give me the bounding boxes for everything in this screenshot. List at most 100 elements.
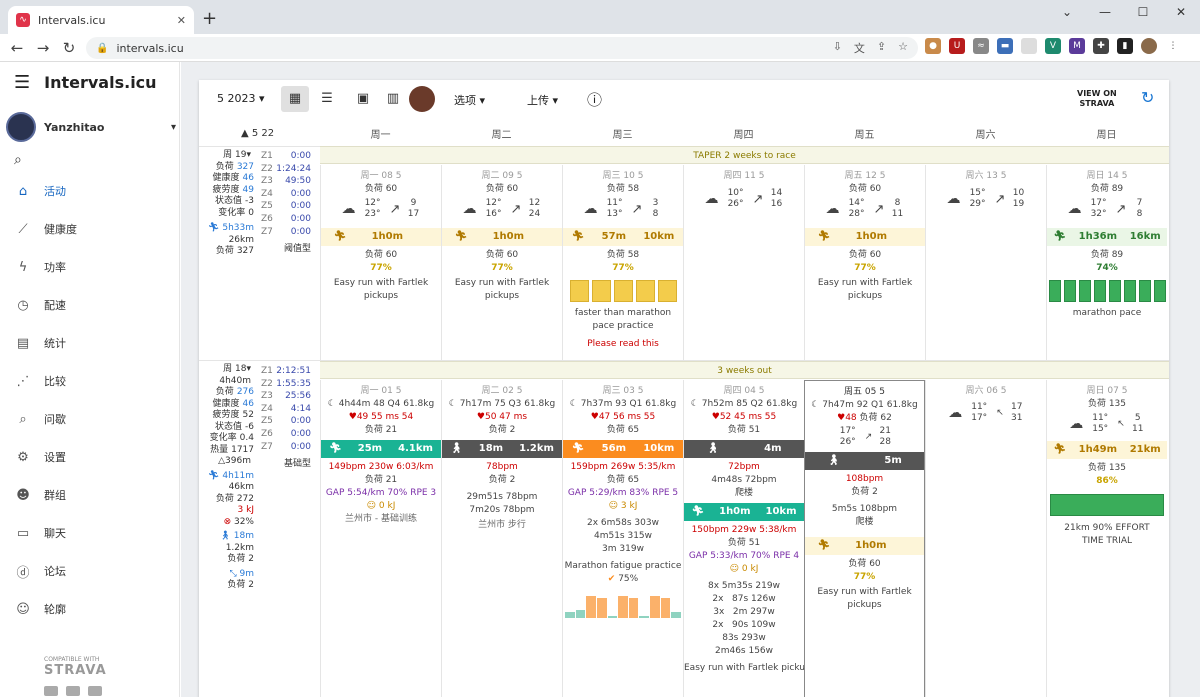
day-cell[interactable]: 周日 14 5 负荷 89 ☁ 17° 32° ↗ 7 8 🏃︎ 1h36m 16km 负荷 89… [1046,165,1167,360]
sidebar-item-9[interactable]: ☻ 群组 [0,476,180,514]
caret-down-icon[interactable]: ▾ [170,121,176,133]
sidepanel-icon[interactable]: ▮ [1117,38,1133,54]
zone-time: 2:12:51 [276,366,311,376]
options-menu[interactable]: 选项 ▾ [454,94,486,107]
extension-m-icon[interactable]: M [1069,38,1085,54]
refresh-icon[interactable]: ↻ [1141,88,1155,107]
sidebar-item-2[interactable]: ⟋ 健康度 [0,210,180,248]
extension-feather-icon[interactable]: ≈ [973,38,989,54]
activity-bar[interactable]: 🚶︎ 4m [684,440,804,458]
extension-v-icon[interactable]: V [1045,38,1061,54]
planned-workout-bar[interactable]: 🏃︎ 1h0m [805,537,924,555]
strava-icon[interactable] [88,686,102,696]
wind-arrow-icon: ↖ [1117,418,1125,429]
day-cell[interactable]: 周三 10 5 负荷 58 ☁ 11° 13° ↗ 3 8 🏃︎ 57m 10km 负荷 58 77… [562,165,683,360]
activity-bar[interactable]: 🚶︎ 5m [805,452,924,470]
sidebar-item-11[interactable]: ⓓ 论坛 [0,552,180,590]
extension-blank-icon[interactable] [1021,38,1037,54]
activity-time: 5m [884,455,902,466]
calendar-add-icon[interactable]: ▣ [356,91,370,106]
sidebar-item-12[interactable]: ☺ 轮廓 [0,590,180,628]
book-icon[interactable]: ▥ [386,91,400,106]
install-icon[interactable]: ⇩ [832,40,842,53]
day-cell[interactable]: 周四 11 5 ☁ 10° 26° ↗ 14 16 [683,165,804,360]
close-tab-icon[interactable]: ✕ [176,13,186,27]
activity-bar[interactable]: 🏃︎ 1h0m 10km [684,503,804,521]
extensions-puzzle-icon[interactable]: ✚ [1093,38,1109,54]
view-on-strava-link[interactable]: VIEW ON STRAVA [1077,89,1117,108]
extension-cookie-icon[interactable]: ● [925,38,941,54]
user-profile[interactable]: Yanzhitao ▾ [6,112,176,142]
extension-car-icon[interactable]: ▬ [997,38,1013,54]
reload-icon[interactable]: ↻ [62,38,76,57]
walk-summary: 🚶︎ 18m [199,531,320,543]
sidebar-item-4[interactable]: ◷ 配速 [0,286,180,324]
month-selector[interactable]: 5 2023 ▾ [217,92,265,105]
activity-stats: 149bpm 230w 6:03/km [328,462,434,472]
planned-workout-bar[interactable]: 🏃︎ 1h0m [442,228,562,246]
sidebar-item-7[interactable]: ⌕ 问歇 [0,400,180,438]
planned-workout-bar[interactable]: 🏃︎ 1h0m [321,228,441,246]
twitter-icon[interactable] [44,686,58,696]
back-icon[interactable]: ← [10,38,24,57]
planned-workout-bar[interactable]: 🏃︎ 1h49m 21km [1047,441,1167,459]
minimize-icon[interactable]: — [1099,5,1111,19]
hamburger-menu-icon[interactable]: ☰ [14,72,31,93]
day-cell[interactable]: 周二 09 5 负荷 60 ☁ 12° 16° ↗ 12 24 🏃︎ 1h0m 负荷 60 77%… [441,165,562,360]
day-cell[interactable]: 周三 03 5 ☾ 7h37m 93 Q1 61.8kg ♥47 56 ms 55 负… [562,380,683,697]
activity-distance: 4.1km [398,443,433,454]
stat-value: -6 [245,421,254,432]
facebook-icon[interactable] [66,686,80,696]
moon-icon: ☾ [448,399,460,409]
sidebar-item-3[interactable]: ϟ 功率 [0,248,180,286]
search-icon[interactable]: ⌕ [14,152,22,168]
forward-icon[interactable]: → [36,38,50,57]
planned-workout-bar[interactable]: 🏃︎ 57m 10km [563,228,683,246]
close-window-icon[interactable]: ✕ [1175,5,1187,19]
interval-line: 83s 293w [722,633,766,643]
browser-tab[interactable]: ∿ Intervals.icu ✕ [8,6,194,34]
browser-menu-icon[interactable]: ⋮ [1165,38,1181,54]
grid-view-icon[interactable]: ▦ [281,86,309,112]
workout-note[interactable]: Please read this [587,339,659,349]
browser-toolbar: ← → ↻ 🔒 intervals.icu ⇩ 文 ⇪ ☆ ● U ≈ ▬ V … [0,34,1200,62]
address-bar[interactable]: 🔒 intervals.icu ⇩ 文 ⇪ ☆ [86,37,918,59]
zone-label: Z1 [261,151,273,161]
share-icon[interactable]: ⇪ [876,40,887,53]
other-load: 负荷 2 [227,580,254,590]
activity-bar[interactable]: 🏃︎ 25m 4.1km [321,440,441,458]
list-view-icon[interactable]: ☰ [321,91,333,106]
day-cell[interactable]: 周四 04 5 ☾ 7h52m 85 Q2 61.8kg ♥52 45 ms 55 负… [683,380,804,697]
sidebar-item-10[interactable]: ▭ 聊天 [0,514,180,552]
day-cell[interactable]: 周一 08 5 负荷 60 ☁ 12° 23° ↗ 9 17 🏃︎ 1h0m 负荷 60 77% E… [320,165,441,360]
sidebar-item-1[interactable]: ⌂ 活动 [0,172,180,210]
translate-icon[interactable]: 文 [853,42,865,55]
sidebar-item-6[interactable]: ⋰ 比较 [0,362,180,400]
day-cell[interactable]: 周六 13 5 ☁ 15° 29° ↗ 10 19 [925,165,1046,360]
planned-workout-bar[interactable]: 🏃︎ 1h36m 16km [1047,228,1167,246]
activity-bar[interactable]: 🚶︎ 18m 1.2km [442,440,562,458]
activity-stats: 72bpm [728,462,760,472]
chevron-down-icon[interactable]: ⌄ [1061,5,1073,19]
day-cell[interactable]: 周一 01 5 ☾ 4h44m 48 Q4 61.8kg ♥49 55 ms 54 负… [320,380,441,697]
upload-menu[interactable]: 上传 ▾ [527,94,559,107]
help-icon[interactable]: ⓘ [587,91,603,109]
zone-type: 阈值型 [283,244,311,255]
athlete-avatar[interactable] [409,86,435,112]
planned-workout-bar[interactable]: 🏃︎ 1h0m [805,228,925,246]
moon-icon: ☾ [327,399,339,409]
new-tab-button[interactable]: + [202,8,218,29]
star-icon[interactable]: ☆ [898,40,908,53]
day-cell[interactable]: 周六 06 5 ☁ 11° 17° ↖ 17 31 [925,380,1046,697]
sidebar-item-5[interactable]: ▤ 统计 [0,324,180,362]
sidebar-item-8[interactable]: ⚙ 设置 [0,438,180,476]
activity-bar[interactable]: 🏃︎ 56m 10km [563,440,683,458]
day-cell[interactable]: 周二 02 5 ☾ 7h17m 75 Q3 61.8kg ♥50 47 ms 负荷 2… [441,380,562,697]
day-cell[interactable]: 周日 07 5 负荷 135 ☁ 11° 15° ↖ 5 11 🏃︎ 1h49m 21km 负荷 … [1046,380,1167,697]
maximize-icon[interactable]: ☐ [1137,5,1149,19]
zone-row: Z7 0:00 [261,226,311,239]
day-cell[interactable]: 周五 12 5 负荷 60 ☁ 14° 28° ↗ 8 11 🏃︎ 1h0m 负荷 60 77% E… [804,165,925,360]
extension-ublock-icon[interactable]: U [949,38,965,54]
day-cell[interactable]: 周五 05 5 ☾ 7h47m 92 Q1 61.8kg ♥48 负荷 62 17° … [804,380,925,697]
browser-profile-avatar[interactable] [1141,38,1157,54]
